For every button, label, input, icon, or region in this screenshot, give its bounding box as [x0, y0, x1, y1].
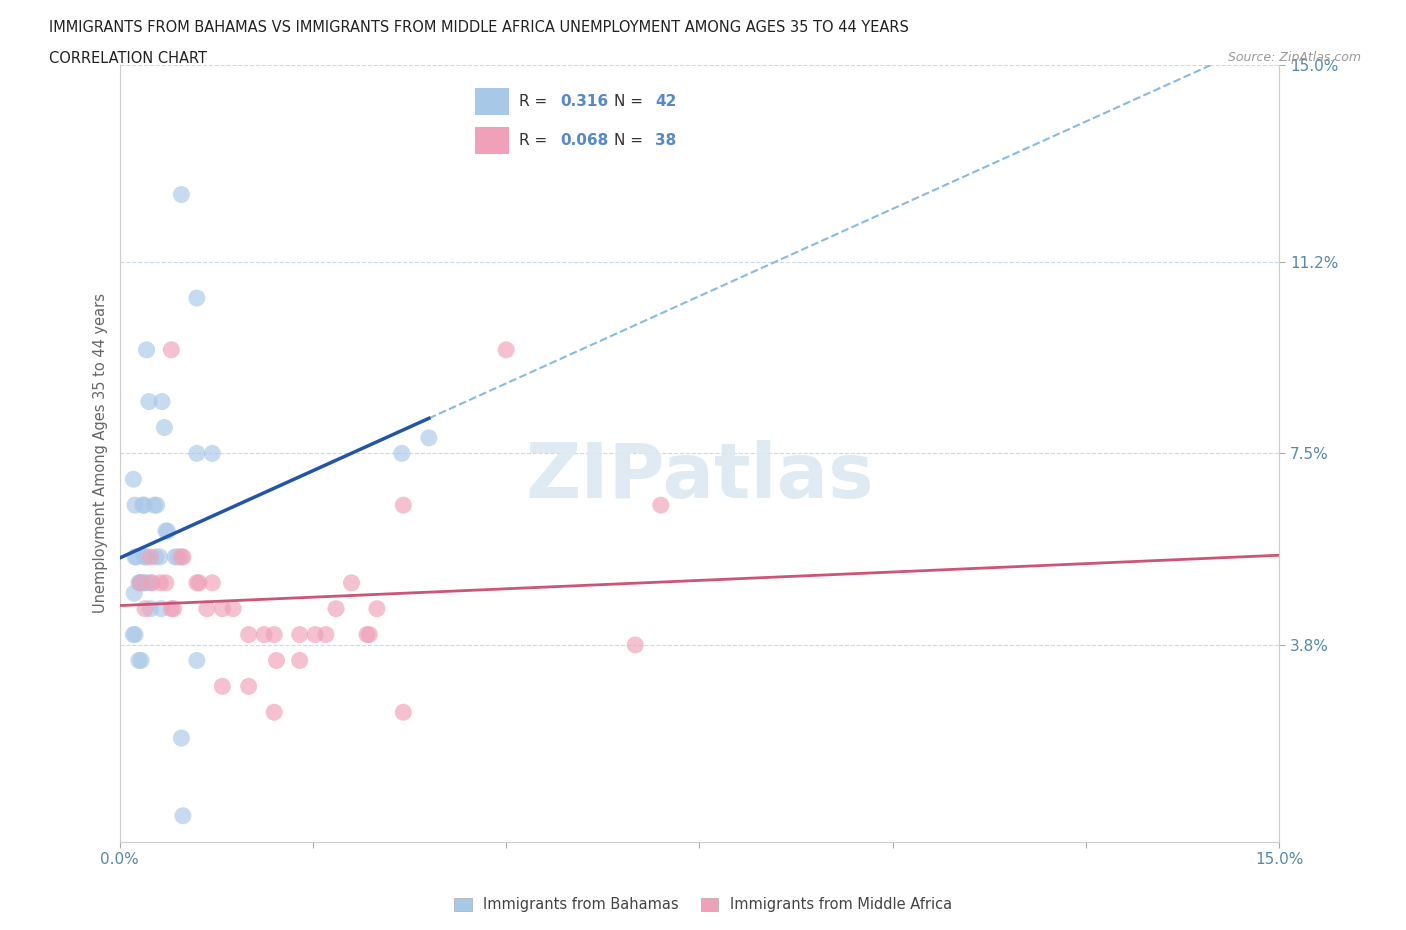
Point: [149, 576, 172, 591]
Text: R =: R =: [519, 133, 551, 148]
Point: [266, 653, 288, 668]
Point: [134, 602, 156, 617]
Point: [186, 291, 208, 306]
Point: [143, 498, 166, 512]
Point: [195, 602, 218, 617]
Point: [356, 627, 378, 642]
Point: [150, 602, 173, 617]
Point: [418, 431, 440, 445]
Point: [288, 627, 311, 642]
Point: [263, 705, 285, 720]
Point: [149, 550, 172, 565]
Point: [139, 576, 162, 591]
Text: 0.068: 0.068: [560, 133, 609, 148]
Point: [253, 627, 276, 642]
Text: 38: 38: [655, 133, 676, 148]
Point: [211, 602, 233, 617]
Point: [139, 602, 162, 617]
Point: [288, 653, 311, 668]
Point: [392, 705, 415, 720]
Text: ZIPatlas: ZIPatlas: [526, 440, 873, 513]
Point: [391, 446, 413, 461]
Point: [122, 586, 145, 601]
Point: [165, 550, 187, 565]
Point: [125, 550, 148, 565]
Point: [132, 498, 155, 512]
Point: [392, 498, 415, 512]
Point: [201, 446, 224, 461]
Point: [366, 602, 388, 617]
Point: [188, 576, 211, 591]
Y-axis label: Unemployment Among Ages 35 to 44 years: Unemployment Among Ages 35 to 44 years: [93, 293, 108, 614]
Point: [304, 627, 326, 642]
Point: [238, 679, 260, 694]
Point: [131, 576, 153, 591]
Point: [160, 602, 183, 617]
Point: [135, 342, 157, 357]
Point: [155, 524, 177, 538]
Point: [359, 627, 381, 642]
Point: [201, 576, 224, 591]
Point: [495, 342, 517, 357]
Point: [172, 550, 194, 565]
Text: IMMIGRANTS FROM BAHAMAS VS IMMIGRANTS FROM MIDDLE AFRICA UNEMPLOYMENT AMONG AGES: IMMIGRANTS FROM BAHAMAS VS IMMIGRANTS FR…: [49, 20, 910, 35]
Point: [129, 576, 152, 591]
Text: N =: N =: [613, 94, 648, 109]
Point: [129, 576, 152, 591]
Point: [124, 627, 146, 642]
Point: [135, 550, 157, 565]
Point: [160, 342, 183, 357]
Point: [170, 731, 193, 746]
Point: [134, 576, 156, 591]
Text: CORRELATION CHART: CORRELATION CHART: [49, 51, 207, 66]
Point: [145, 550, 167, 565]
Bar: [475, 88, 509, 115]
Point: [186, 576, 208, 591]
Point: [211, 679, 233, 694]
Point: [145, 498, 167, 512]
Point: [340, 576, 363, 591]
Point: [153, 420, 176, 435]
Bar: [475, 127, 509, 154]
Point: [124, 498, 146, 512]
Text: 0.316: 0.316: [560, 94, 609, 109]
Point: [128, 576, 150, 591]
Point: [128, 653, 150, 668]
Point: [129, 653, 152, 668]
Point: [156, 524, 179, 538]
Text: N =: N =: [613, 133, 648, 148]
Point: [135, 576, 157, 591]
Point: [141, 576, 163, 591]
Point: [263, 627, 285, 642]
Point: [315, 627, 337, 642]
Point: [650, 498, 672, 512]
Point: [186, 446, 208, 461]
Point: [238, 627, 260, 642]
Point: [170, 550, 193, 565]
Point: [325, 602, 347, 617]
Point: [186, 653, 208, 668]
Point: [124, 550, 146, 565]
Point: [150, 394, 173, 409]
Point: [172, 808, 194, 823]
Point: [162, 602, 186, 617]
Point: [170, 187, 193, 202]
Point: [122, 472, 145, 486]
Legend: Immigrants from Bahamas, Immigrants from Middle Africa: Immigrants from Bahamas, Immigrants from…: [449, 891, 957, 918]
Point: [139, 550, 162, 565]
Point: [134, 498, 156, 512]
Point: [134, 550, 156, 565]
Point: [166, 550, 188, 565]
Point: [122, 627, 145, 642]
Text: 42: 42: [655, 94, 676, 109]
Text: R =: R =: [519, 94, 551, 109]
Point: [138, 394, 160, 409]
Text: Source: ZipAtlas.com: Source: ZipAtlas.com: [1227, 51, 1361, 64]
Point: [155, 576, 177, 591]
Point: [624, 637, 647, 652]
Point: [222, 602, 245, 617]
